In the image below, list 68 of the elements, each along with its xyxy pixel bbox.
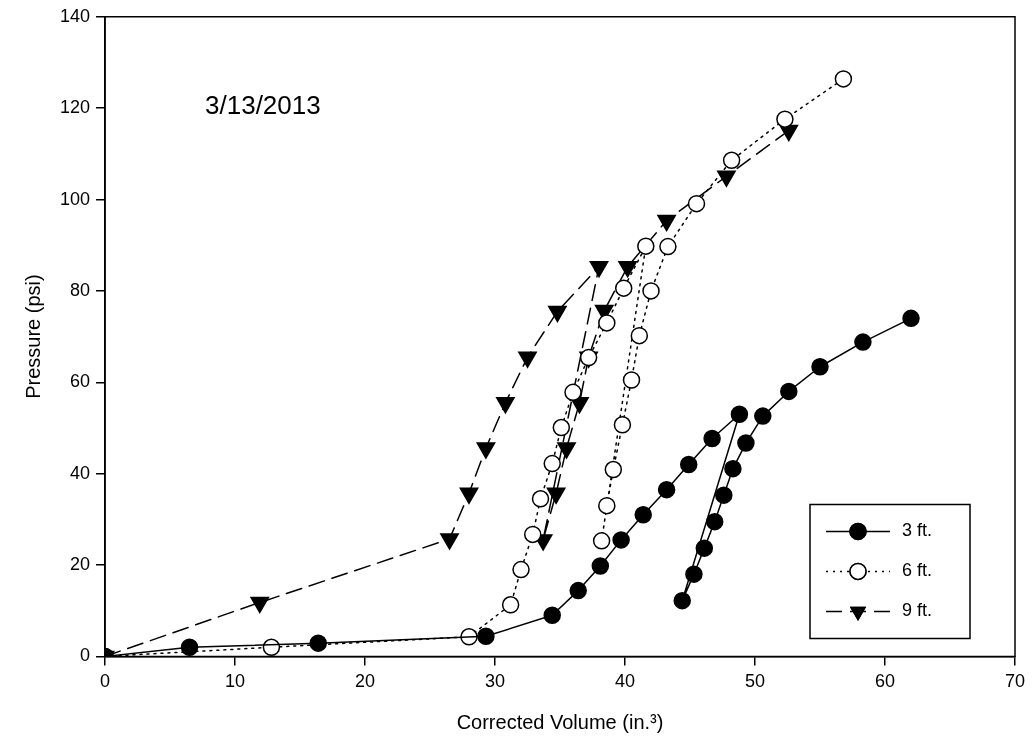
point (730, 405, 749, 424)
y-tick-label: 100 (59, 188, 91, 209)
point (598, 496, 616, 515)
point (754, 407, 772, 425)
x-tick-label: 10 (225, 671, 246, 692)
point (477, 627, 495, 646)
point (622, 371, 641, 389)
x-tick-label: 20 (355, 671, 376, 692)
point (501, 596, 520, 614)
y-tick-label: 140 (59, 5, 91, 26)
x-tick-label: 30 (485, 671, 506, 692)
point (673, 591, 691, 610)
legend-label: 9 ft. (902, 600, 933, 621)
point (780, 382, 798, 401)
point (685, 565, 703, 583)
point (523, 525, 542, 544)
x-tick-label: 0 (100, 671, 111, 692)
point (776, 110, 794, 128)
point (724, 459, 742, 478)
point (634, 506, 652, 524)
point (659, 237, 677, 256)
y-tick-label: 0 (80, 645, 91, 666)
point (543, 606, 561, 625)
point (722, 151, 741, 169)
point (180, 638, 199, 657)
point (604, 460, 623, 479)
x-tick-label: 50 (744, 671, 766, 692)
point (591, 557, 610, 575)
y-tick-label: 40 (70, 462, 91, 483)
point (715, 486, 733, 504)
point (811, 358, 829, 376)
annotation: 3/13/2013 (205, 89, 321, 120)
point (642, 282, 660, 300)
y-tick-label: 60 (70, 371, 91, 392)
point (614, 279, 633, 297)
y-tick-label: 120 (59, 97, 91, 118)
point (679, 455, 698, 474)
point (902, 309, 920, 328)
x-tick-label: 60 (874, 671, 896, 692)
point (531, 490, 550, 508)
y-axis-title: Pressure (psi) (21, 274, 44, 399)
y-tick-label: 20 (70, 554, 91, 574)
x-axis-title: Corrected Volume (in.³) (456, 710, 664, 733)
point (834, 70, 853, 88)
point (613, 416, 632, 434)
point (705, 512, 724, 531)
legend-label: 3 ft. (902, 520, 933, 541)
point (309, 634, 327, 652)
point (569, 581, 587, 600)
point (657, 480, 676, 499)
legend-label: 6 ft. (902, 560, 933, 581)
point (695, 539, 714, 557)
point (612, 531, 630, 549)
point (703, 429, 721, 448)
point (630, 326, 649, 345)
y-tick-label: 80 (70, 279, 91, 300)
point (512, 560, 530, 579)
point (552, 418, 571, 437)
point (543, 454, 561, 473)
x-tick-label: 70 (1004, 671, 1026, 692)
point (737, 434, 755, 452)
point (598, 314, 616, 332)
point (637, 237, 655, 255)
x-tick-label: 40 (615, 671, 636, 692)
point (564, 383, 582, 402)
point (854, 333, 872, 351)
point (687, 194, 706, 213)
point (592, 532, 611, 550)
